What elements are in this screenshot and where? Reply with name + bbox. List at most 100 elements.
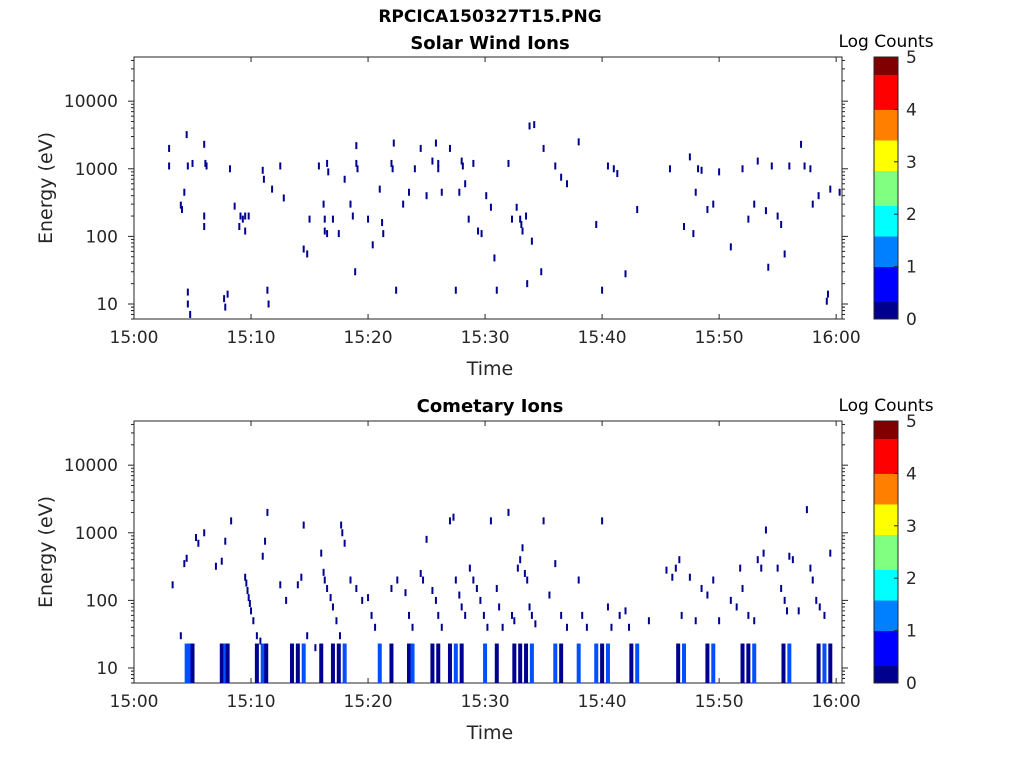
colorbar-tick-label: 0 xyxy=(906,310,917,330)
count-cell xyxy=(338,632,341,640)
colorbar-segment xyxy=(874,78,898,84)
count-cell xyxy=(413,165,416,173)
colorbar-segment xyxy=(874,266,898,272)
count-cell xyxy=(826,290,829,298)
count-cell xyxy=(606,603,609,611)
low-energy-band xyxy=(188,643,193,683)
count-cell xyxy=(244,227,247,235)
count-cell xyxy=(343,539,346,547)
count-cell xyxy=(718,168,721,176)
count-cell xyxy=(526,280,529,288)
colorbar-segment xyxy=(874,83,898,89)
count-cell xyxy=(521,227,524,235)
count-cell xyxy=(419,144,422,152)
count-cell xyxy=(296,581,299,589)
colorbar-segment xyxy=(874,469,898,474)
colorbar-tick-label: 5 xyxy=(906,412,917,432)
colorbar-segment xyxy=(874,674,898,680)
count-cell xyxy=(191,159,194,167)
count-cell xyxy=(489,517,492,525)
count-cell xyxy=(179,201,182,209)
colorbar-segment xyxy=(874,188,898,193)
colorbar-segment xyxy=(874,174,898,180)
count-cell xyxy=(542,517,545,525)
count-cell xyxy=(203,140,206,148)
count-cell xyxy=(498,603,501,611)
count-cell xyxy=(434,596,437,604)
count-cell xyxy=(803,162,806,170)
count-cell xyxy=(186,288,189,296)
count-cell xyxy=(361,596,364,604)
count-cell xyxy=(203,223,206,231)
colorbar-segment xyxy=(874,621,898,627)
colorbar-segment xyxy=(874,249,898,254)
colorbar-segment xyxy=(874,109,898,115)
colorbar-segment xyxy=(874,91,898,97)
count-cell xyxy=(809,564,812,572)
count-cell xyxy=(610,623,613,631)
y-tick-label: 10000 xyxy=(64,456,118,476)
low-energy-band xyxy=(223,643,228,683)
count-cell xyxy=(612,165,615,173)
x-tick-label: 15:20 xyxy=(344,328,393,348)
count-cell xyxy=(434,139,437,147)
count-cell xyxy=(396,576,399,584)
count-cell xyxy=(327,168,330,176)
count-cell xyxy=(205,162,208,170)
low-energy-band xyxy=(828,643,833,683)
low-energy-band xyxy=(553,643,558,683)
colorbar-segment xyxy=(874,595,898,601)
count-cell xyxy=(688,153,691,161)
low-energy-band xyxy=(377,643,382,683)
count-cell xyxy=(526,576,529,584)
colorbar-segment xyxy=(874,482,898,487)
colorbar-segment xyxy=(874,166,898,172)
count-cell xyxy=(220,557,223,565)
count-cell xyxy=(554,560,557,568)
count-cell xyxy=(464,611,467,619)
colorbar-segment xyxy=(874,113,898,119)
colorbar-segment xyxy=(874,438,898,444)
count-cell xyxy=(214,562,217,570)
colorbar-tick-label: 2 xyxy=(906,205,917,225)
count-cell xyxy=(520,220,523,228)
colorbar-segment xyxy=(874,205,898,211)
count-cell xyxy=(179,632,182,640)
colorbar-segment xyxy=(874,600,898,605)
x-tick-label: 15:50 xyxy=(695,328,744,348)
low-energy-band xyxy=(190,643,195,683)
colorbar-segment xyxy=(874,301,898,307)
count-cell xyxy=(519,556,522,564)
count-cell xyxy=(712,200,715,208)
count-cell xyxy=(189,310,192,318)
count-cell xyxy=(223,295,226,303)
count-cell xyxy=(454,286,457,294)
colorbar-segment xyxy=(874,556,898,562)
count-cell xyxy=(479,596,482,604)
count-cell xyxy=(302,245,305,253)
count-cell xyxy=(238,223,241,231)
count-cell xyxy=(382,230,385,238)
count-cell xyxy=(266,286,269,294)
count-cell xyxy=(495,286,498,294)
count-cell xyxy=(186,300,189,308)
solar-wind-colorbar: 0 1 2 3 4 5 xyxy=(873,48,917,330)
low-energy-band xyxy=(342,643,347,683)
count-cell xyxy=(203,212,206,220)
count-cell xyxy=(331,603,334,611)
count-cell xyxy=(404,589,407,597)
count-cell xyxy=(507,159,510,167)
colorbar-segment xyxy=(874,661,898,667)
count-cell xyxy=(797,607,800,615)
colorbar-segment xyxy=(874,639,898,645)
count-cell xyxy=(811,200,814,208)
count-cell xyxy=(425,192,428,200)
colorbar-segment xyxy=(874,643,898,649)
colorbar-segment xyxy=(874,560,898,566)
count-cell xyxy=(390,159,393,167)
solar-wind-panel: Solar Wind Ions Time Energy (eV) 15:00 15… xyxy=(35,32,934,380)
cometary-colorbar-title: Log Counts xyxy=(838,396,933,416)
colorbar-segment xyxy=(874,65,898,71)
colorbar-segment xyxy=(874,503,898,509)
colorbar-segment xyxy=(874,665,898,671)
